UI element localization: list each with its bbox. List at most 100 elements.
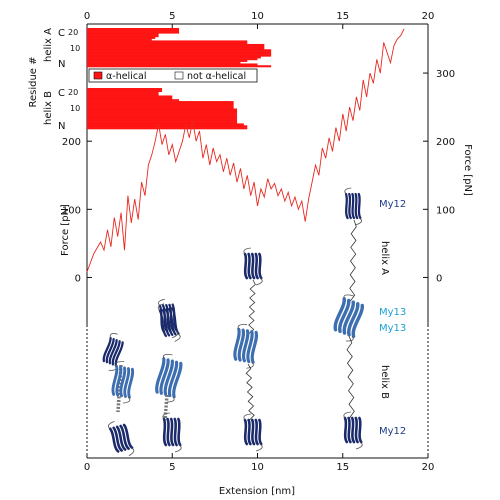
loop xyxy=(344,187,362,226)
y-tick-left-label: 100 xyxy=(62,205,81,216)
helix-b-row-cell xyxy=(87,93,159,96)
helix-b-row-cell xyxy=(87,102,234,106)
helix-a-row-cell xyxy=(87,33,159,36)
beta-strand xyxy=(347,416,352,444)
x-axis-label: Extension [nm] xyxy=(219,486,295,497)
helix-b-row-cell xyxy=(87,127,248,130)
annotation-my13-upper: My13 xyxy=(379,307,406,318)
ig-domain-structure xyxy=(233,324,259,369)
beta-strand xyxy=(333,297,346,332)
x-tick-top-label: 15 xyxy=(336,11,349,22)
helix-b-row-label: helix B xyxy=(43,91,54,125)
loop xyxy=(162,412,182,453)
beta-strand xyxy=(250,252,256,280)
legend-alpha-label: α-helical xyxy=(106,71,147,82)
beta-strand xyxy=(168,303,175,332)
x-axis-top-ticks: 0 5 10 15 20 xyxy=(84,11,434,29)
x-tick-bottom-label: 15 xyxy=(336,462,349,473)
beta-strand xyxy=(247,418,252,446)
annotation-helix-b: helix B xyxy=(379,365,390,399)
x-tick-bottom-label: 5 xyxy=(169,462,175,473)
force-trace-line xyxy=(86,28,405,273)
ig-domain-structure xyxy=(243,413,263,452)
beta-strand xyxy=(250,330,259,364)
y-tick-left-label: 0 xyxy=(75,273,81,284)
helix-a-row-cell xyxy=(87,54,272,57)
helix-b-row-cell xyxy=(87,108,238,111)
beta-strand xyxy=(358,416,363,444)
beta-strand xyxy=(342,300,355,335)
loop xyxy=(157,303,181,342)
beta-strand xyxy=(354,416,359,444)
helix-b-row-cell xyxy=(87,89,163,93)
beta-strand xyxy=(233,327,241,361)
loop xyxy=(115,361,131,404)
beta-strand xyxy=(343,416,349,444)
annotation-my12-top: My12 xyxy=(379,199,406,210)
helix-a-n-label: N xyxy=(58,59,65,70)
helix-b-row-cell xyxy=(87,101,234,104)
beta-strand xyxy=(250,418,256,446)
loop xyxy=(158,298,179,339)
beta-strand xyxy=(165,304,172,333)
helix-a-row-cell xyxy=(87,29,180,32)
y-tick-left-label: 200 xyxy=(62,137,81,148)
helix-a-c-label: C xyxy=(58,28,65,39)
x-tick-top-label: 5 xyxy=(169,11,175,22)
beta-strand xyxy=(254,418,259,446)
ig-domain-structure xyxy=(333,294,364,342)
beta-strand xyxy=(258,252,263,280)
beta-strand xyxy=(348,192,352,220)
legend-not-swatch xyxy=(174,71,184,80)
helix-a-row-cell xyxy=(87,56,261,59)
helix-panel: Residue # helix A helix B C 20 10 N C 20… xyxy=(28,28,272,132)
helix-b-row-cell xyxy=(87,119,238,122)
helix-b-row-cell xyxy=(87,125,248,128)
loop xyxy=(343,411,363,450)
linker-chain xyxy=(248,279,256,335)
ig-domain-structure xyxy=(344,187,362,226)
beta-strand xyxy=(247,252,252,280)
x-tick-bottom-label: 0 xyxy=(84,462,90,473)
beta-strand xyxy=(115,425,127,451)
helix-a-row-cell xyxy=(87,65,272,68)
loop xyxy=(243,413,263,452)
annotation-my12-bottom: My12 xyxy=(379,426,406,437)
helix-a-row-cell xyxy=(87,61,241,64)
beta-strand xyxy=(127,367,135,399)
x-tick-top-label: 0 xyxy=(84,11,90,22)
beta-strand xyxy=(105,337,115,364)
beta-strand xyxy=(338,298,351,334)
beta-strand xyxy=(108,339,118,365)
beta-strand xyxy=(119,424,130,450)
beta-strand xyxy=(123,367,131,398)
beta-strand xyxy=(169,417,175,447)
ig-domain-structure xyxy=(155,353,183,403)
y-tick-right-label: 300 xyxy=(436,69,455,80)
ig-domain-structure xyxy=(343,411,363,450)
beta-strand xyxy=(111,340,121,366)
beta-strand xyxy=(161,304,169,333)
beta-strand xyxy=(350,416,356,444)
helix-b-row-cell xyxy=(87,112,238,115)
helix-a-row-cell xyxy=(87,49,272,52)
y-axis-left-label: Force [pN] xyxy=(60,204,71,256)
helix-a-row-cell xyxy=(87,31,180,34)
x-tick-top-label: 10 xyxy=(251,11,264,22)
beta-strand xyxy=(243,418,249,446)
helix-a-row-cell xyxy=(87,63,258,66)
legend-not-label: not α-helical xyxy=(187,71,246,82)
legend-alpha-swatch xyxy=(93,71,103,80)
helix-a-row-label: helix A xyxy=(43,28,54,62)
beta-strand xyxy=(122,423,134,450)
y-tick-right-label: 200 xyxy=(436,137,455,148)
helix-b-row-cell xyxy=(87,110,238,113)
beta-strand xyxy=(258,418,263,446)
ig-domain-structure xyxy=(102,333,124,371)
beta-strand xyxy=(357,192,362,220)
x-tick-bottom-label: 10 xyxy=(251,462,264,473)
beta-strand xyxy=(173,417,178,447)
helix-b-cells xyxy=(87,88,248,130)
helix-a-row-cell xyxy=(87,58,258,61)
